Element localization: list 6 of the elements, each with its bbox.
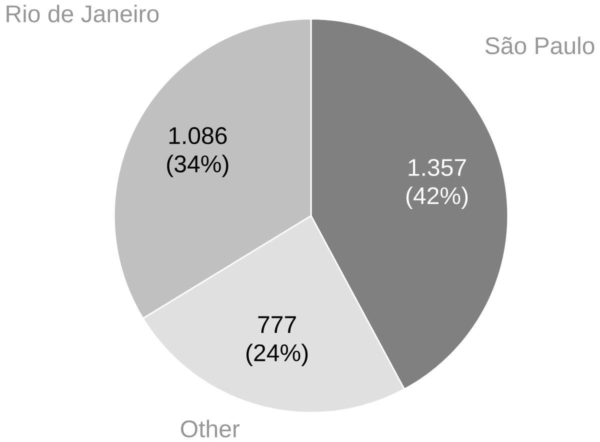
- data-label: 777 (24%): [246, 316, 308, 366]
- data-label: 1.086 (34%): [167, 127, 228, 178]
- slice-label: São Paulo: [485, 36, 594, 54]
- data-label: 1.357 (42%): [406, 158, 468, 209]
- slice-label: Rio de Janeiro: [6, 4, 159, 22]
- slice-label: Other: [180, 420, 240, 438]
